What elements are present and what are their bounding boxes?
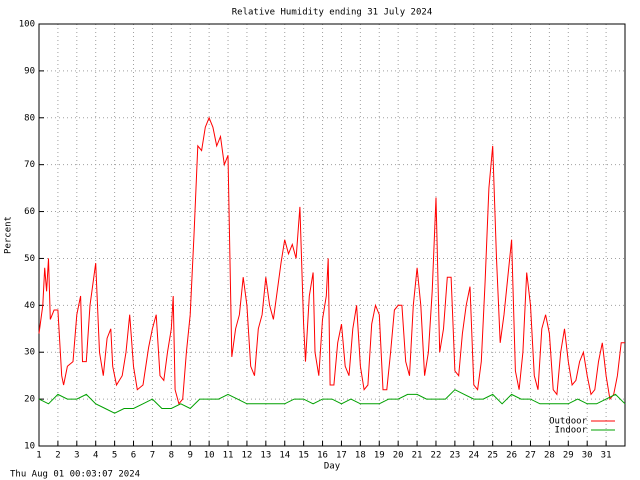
x-tick-label: 28 — [544, 451, 555, 461]
x-tick-label: 25 — [487, 451, 498, 461]
x-tick-label: 13 — [260, 451, 271, 461]
y-tick-label: 40 — [24, 301, 35, 311]
x-tick-label: 4 — [93, 451, 98, 461]
footer: Thu Aug 01 00:03:07 2024 — [10, 470, 140, 480]
y-tick-label: 30 — [24, 348, 35, 358]
series-line — [38, 389, 626, 414]
y-tick-label: 20 — [24, 395, 35, 405]
x-tick-label: 7 — [150, 451, 155, 461]
x-tick-label: 18 — [355, 451, 366, 461]
y-tick-label: 60 — [24, 207, 35, 217]
x-tick-label: 30 — [582, 451, 593, 461]
y-tick-label: 70 — [24, 160, 35, 170]
legend-label: Indoor — [554, 426, 587, 436]
x-tick-label: 26 — [506, 451, 517, 461]
x-tick-label: 19 — [374, 451, 385, 461]
x-tick-label: 10 — [204, 451, 215, 461]
x-tick-label: 9 — [188, 451, 193, 461]
x-tick-label: 23 — [449, 451, 460, 461]
x-tick-label: 8 — [169, 451, 174, 461]
y-tick-label: 10 — [24, 442, 35, 452]
x-tick-label: 21 — [412, 451, 423, 461]
x-tick-label: 22 — [431, 451, 442, 461]
x-tick-label: 17 — [336, 451, 347, 461]
y-tick-label: 90 — [24, 66, 35, 76]
x-tick-label: 2 — [55, 451, 60, 461]
x-tick-label: 12 — [242, 451, 253, 461]
x-tick-label: 16 — [317, 451, 328, 461]
x-tick-label: 29 — [563, 451, 574, 461]
x-tick-label: 31 — [601, 451, 612, 461]
x-tick-label: 6 — [131, 451, 136, 461]
x-tick-label: 11 — [223, 451, 234, 461]
x-tick-label: 14 — [279, 451, 290, 461]
y-axis-label: Percent — [4, 216, 14, 254]
x-tick-label: 5 — [112, 451, 117, 461]
x-tick-label: 24 — [468, 451, 479, 461]
x-tick-label: 20 — [393, 451, 404, 461]
series-line — [38, 116, 625, 405]
y-tick-label: 50 — [24, 254, 35, 264]
x-axis-label: Day — [324, 462, 341, 472]
x-tick-label: 3 — [74, 451, 79, 461]
chart-title: Relative Humidity ending 31 July 2024 — [232, 8, 432, 18]
x-tick-label: 1 — [36, 451, 41, 461]
y-tick-label: 100 — [19, 20, 35, 30]
x-tick-label: 27 — [525, 451, 536, 461]
plot-border — [38, 23, 626, 447]
y-tick-label: 80 — [24, 113, 35, 123]
legend-label: Outdoor — [549, 417, 588, 427]
x-tick-label: 15 — [298, 451, 309, 461]
